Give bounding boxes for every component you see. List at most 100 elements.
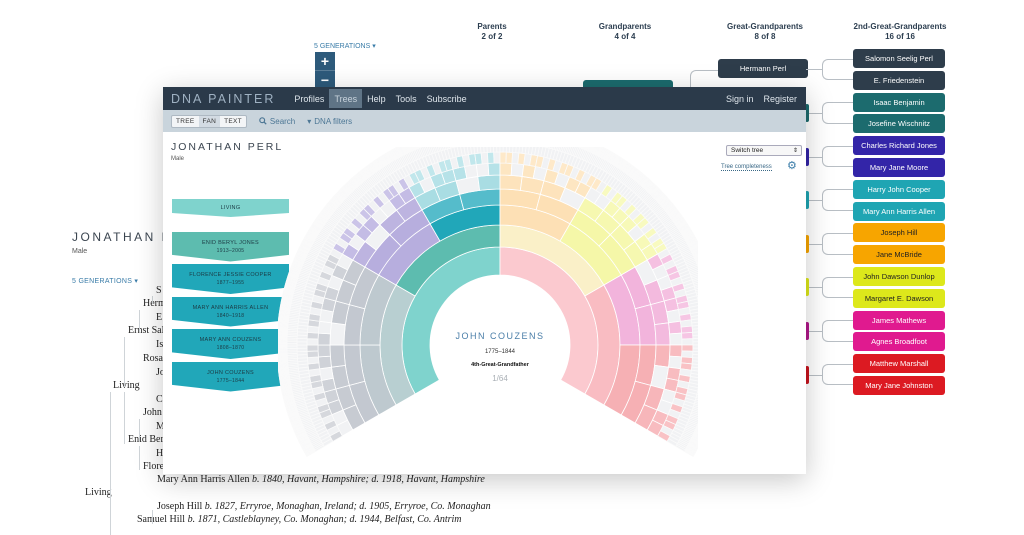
fan-segment[interactable]	[464, 164, 479, 179]
ancestor-box[interactable]: Margaret E. Dawson	[853, 288, 945, 308]
fan-segment[interactable]	[669, 332, 683, 346]
fan-segment[interactable]	[692, 334, 698, 340]
fan-segment[interactable]	[317, 355, 332, 370]
ancestor-box[interactable]: Josefine Wischnitz	[853, 114, 945, 134]
ancestor-box[interactable]: Charles Richard Jones	[853, 136, 945, 156]
fan-segment[interactable]	[306, 350, 319, 359]
nav-trees[interactable]: Trees	[329, 89, 363, 108]
register-link[interactable]: Register	[763, 93, 797, 104]
ancestor-box[interactable]: E. Friedenstein	[853, 70, 945, 90]
ancestor-box[interactable]: John Dawson Dunlop	[853, 267, 945, 286]
great-grandparent-box[interactable]: Hermann Perl	[718, 59, 808, 78]
fan-segment[interactable]	[692, 338, 698, 343]
gear-icon[interactable]: ⚙	[787, 160, 797, 172]
tree-line: Joseph Hill b. 1827, Erryroe, Monaghan, …	[157, 501, 491, 512]
dna-filters-button[interactable]: ▾ DNA filters	[307, 116, 353, 126]
lineage-chevron[interactable]: JOHN COUZENS 1775–1844	[172, 361, 289, 392]
fan-segment[interactable]	[681, 338, 694, 346]
fan-segment[interactable]	[499, 174, 523, 191]
chevron-down-icon: ▾	[134, 278, 139, 285]
fan-segment[interactable]	[680, 325, 694, 334]
tree-line: S	[156, 285, 162, 296]
connector	[806, 287, 822, 289]
fan-segment[interactable]	[681, 344, 694, 352]
ancestor-box[interactable]: Salomon Seelig Perl	[853, 49, 945, 68]
fan-segment[interactable]	[681, 331, 694, 340]
fan-segment[interactable]	[654, 344, 671, 368]
lineage-chevron[interactable]: FLORENCE JESSIE COOPER 1877–1955	[172, 264, 289, 294]
nav-help[interactable]: Help	[367, 93, 386, 104]
fan-segment[interactable]	[487, 162, 501, 176]
ancestor-box[interactable]: Mary Jane Moore	[853, 158, 945, 177]
view-text-button[interactable]: TEXT	[224, 117, 242, 125]
fan-segment[interactable]	[499, 151, 507, 164]
fan-segment[interactable]	[317, 320, 332, 335]
fan-segment[interactable]	[668, 320, 683, 335]
pedigree-generations-dropdown[interactable]: 5 GENERATIONS ▾	[314, 43, 376, 50]
parent-box-edge	[805, 234, 809, 253]
fan-segment[interactable]	[306, 338, 319, 346]
lineage-chevron[interactable]: LIVING	[172, 199, 289, 217]
fan-segment[interactable]	[668, 355, 683, 370]
fan-segment[interactable]	[510, 162, 525, 177]
fan-segment[interactable]	[306, 344, 319, 352]
search-button[interactable]: Search	[259, 117, 295, 126]
fan-segment[interactable]	[329, 344, 346, 368]
fan-segment[interactable]	[319, 366, 334, 381]
nav-tools[interactable]: Tools	[395, 93, 417, 104]
fan-segment[interactable]	[296, 344, 308, 349]
connector	[822, 320, 853, 342]
switch-tree-select[interactable]: Switch tree ⇕	[726, 145, 802, 156]
fan-segment[interactable]	[683, 450, 695, 458]
fan-segment[interactable]	[493, 151, 501, 164]
parent-box-edge	[805, 322, 809, 340]
fan-segment[interactable]	[329, 322, 346, 346]
fan-chart[interactable]: JOHN COUZENS 1775–1844 4th-Great-Grandfath…	[278, 147, 698, 467]
ancestor-box[interactable]: Mary Ann Harris Allen	[853, 201, 945, 221]
ancestor-box[interactable]: Jane McBride	[853, 245, 945, 265]
zoom-controls: + −	[315, 52, 335, 90]
ancestor-box[interactable]: James Mathews	[853, 310, 945, 330]
connector	[806, 69, 822, 71]
nav-profiles[interactable]: Profiles	[294, 93, 325, 104]
nav-subscribe[interactable]: Subscribe	[426, 93, 467, 104]
tree-line: Rosa	[143, 353, 163, 364]
fan-segment[interactable]	[317, 344, 331, 358]
logo[interactable]: DNA PAINTER	[171, 91, 276, 106]
bg-person-sex: Male	[72, 248, 88, 255]
tree-completeness-link[interactable]: Tree completeness	[721, 164, 772, 171]
sign-in-link[interactable]: Sign in	[725, 93, 754, 104]
fan-segment[interactable]	[477, 174, 501, 191]
fan-segment[interactable]	[692, 341, 698, 346]
fan-segment[interactable]	[666, 309, 681, 324]
fan-segment[interactable]	[486, 151, 495, 164]
fan-segment[interactable]	[480, 151, 489, 165]
tree-line: Flore	[143, 461, 165, 472]
connector	[806, 113, 822, 114]
view-fan-button[interactable]: FAN	[198, 115, 221, 127]
connector	[822, 276, 853, 299]
fan-segment[interactable]	[493, 147, 498, 153]
fan-segment[interactable]	[499, 162, 513, 176]
lineage-chevron[interactable]: ENID BERYL JONES 1913–2005	[172, 231, 289, 262]
zoom-in-button[interactable]: +	[315, 52, 335, 71]
lineage-chevron[interactable]: MARY ANN COUZENS 1808–1870	[172, 329, 289, 359]
ancestor-box[interactable]: Agnes Broadfoot	[853, 332, 945, 352]
fan-segment[interactable]	[475, 162, 490, 177]
fan-segment[interactable]	[669, 344, 683, 358]
ancestor-box[interactable]: Matthew Marshall	[853, 354, 945, 374]
fan-segment[interactable]	[317, 332, 331, 346]
ancestor-box[interactable]: Mary Jane Johnston	[853, 376, 945, 395]
bg-generations-dropdown[interactable]: 5 GENERATIONS ▾	[72, 278, 139, 285]
ancestor-box[interactable]: Isaac Benjamin	[853, 92, 945, 112]
tree-line: Ernst Sal	[128, 325, 165, 336]
lineage-chevron[interactable]: MARY ANN HARRIS ALLEN 1840–1918	[172, 296, 289, 327]
view-tree-button[interactable]: TREE	[176, 117, 195, 125]
fan-segment[interactable]	[654, 322, 671, 346]
fan-segment[interactable]	[306, 356, 320, 365]
ancestor-box[interactable]: Harry John Cooper	[853, 179, 945, 199]
fan-segment[interactable]	[489, 147, 495, 153]
fan-segment[interactable]	[496, 147, 501, 153]
gen-header-grandparents: Grandparents 4 of 4	[598, 22, 652, 41]
ancestor-box[interactable]: Joseph Hill	[853, 223, 945, 243]
